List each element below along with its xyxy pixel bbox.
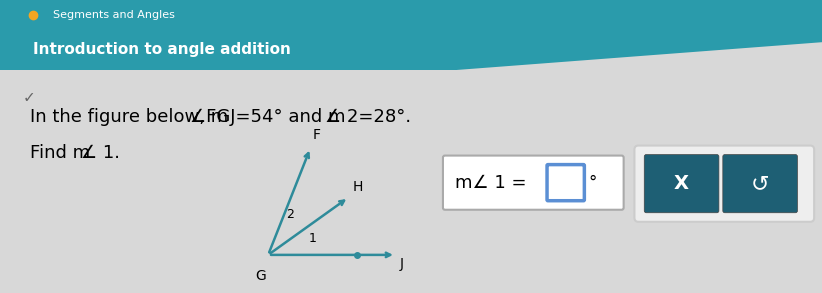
Text: X: X — [674, 174, 689, 193]
Text: m∠ 1 =: m∠ 1 = — [455, 174, 532, 192]
Text: F: F — [312, 128, 321, 142]
Text: In the figure below, m: In the figure below, m — [30, 108, 228, 127]
Text: Introduction to angle addition: Introduction to angle addition — [33, 42, 291, 57]
Text: H: H — [353, 180, 363, 194]
FancyBboxPatch shape — [635, 146, 814, 222]
Text: °: ° — [589, 174, 597, 192]
Text: ↺: ↺ — [750, 174, 769, 194]
Text: G: G — [255, 269, 266, 283]
FancyBboxPatch shape — [723, 155, 797, 213]
FancyBboxPatch shape — [547, 165, 584, 201]
Text: Find m: Find m — [30, 144, 90, 161]
FancyBboxPatch shape — [644, 155, 719, 213]
Text: ∠FGJ=54° and m: ∠FGJ=54° and m — [190, 108, 345, 127]
Polygon shape — [0, 0, 822, 70]
Text: ∠ 2=28°.: ∠ 2=28°. — [326, 108, 411, 127]
Text: ✓: ✓ — [23, 90, 35, 105]
Text: 1: 1 — [308, 232, 316, 245]
FancyBboxPatch shape — [443, 156, 624, 210]
Text: ∠ 1.: ∠ 1. — [81, 144, 119, 161]
Text: Segments and Angles: Segments and Angles — [53, 11, 175, 21]
Text: 2: 2 — [286, 208, 293, 221]
Text: J: J — [399, 257, 404, 271]
